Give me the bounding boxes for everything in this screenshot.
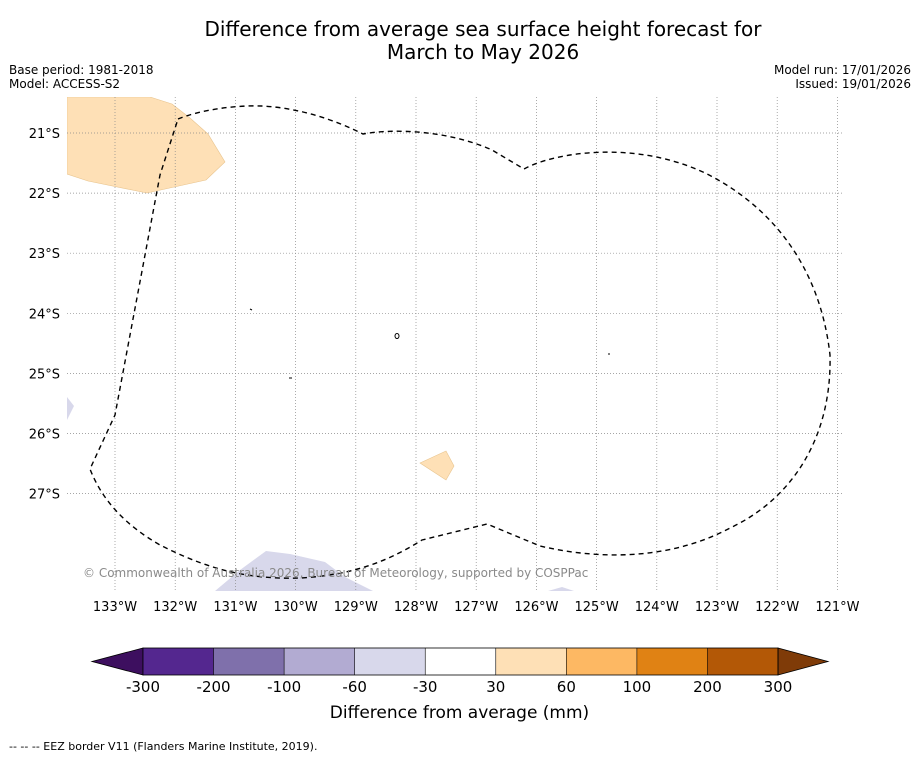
colorbar-segment: [566, 648, 637, 675]
title-line-2: March to May 2026: [386, 40, 580, 64]
colorbar-tick-label: -300: [126, 678, 160, 696]
longitude-tick-label: 129°W: [334, 600, 378, 615]
colorbar-segment: [636, 648, 708, 675]
map-panel: © Commonwealth of Australia 2026, Bureau…: [67, 97, 843, 591]
island-marker: [249, 308, 253, 311]
colorbar-tick-label: -30: [413, 678, 438, 696]
colorbar-tick-label: 30: [486, 678, 505, 696]
gridlines: [67, 97, 843, 591]
latitude-tick-labels: 21°S 22°S 23°S 24°S 25°S 26°S 27°S: [29, 127, 60, 503]
copyright-watermark: © Commonwealth of Australia 2026, Bureau…: [83, 566, 588, 580]
colorbar-segment: [284, 648, 355, 675]
model-run: Model run: 17/01/2026: [773, 63, 911, 77]
colorbar: -300 -200 -100 -60 -30 30 60 100 200 300: [90, 647, 830, 696]
longitude-tick-label: 127°W: [454, 600, 498, 615]
latitude-tick-label: 26°S: [29, 428, 60, 443]
colorbar-tick-label: -200: [197, 678, 231, 696]
longitude-tick-label: 123°W: [695, 600, 739, 615]
longitude-tick-label: 128°W: [394, 600, 438, 615]
colorbar-label: Difference from average (mm): [329, 703, 590, 723]
colorbar-frame: [142, 647, 779, 676]
base-period: Base period: 1981-2018: [9, 63, 154, 77]
longitude-tick-label: 124°W: [635, 600, 679, 615]
colorbar-tick-label: 300: [764, 678, 793, 696]
eez-legend-note: -- -- -- EEZ border V11 (Flanders Marine…: [9, 740, 318, 753]
island-marker: [394, 333, 400, 339]
colorbar-under-arrow: [90, 647, 144, 676]
longitude-tick-label: 121°W: [815, 600, 859, 615]
latitude-tick-label: 25°S: [29, 367, 60, 382]
colorbar-segment: [495, 648, 567, 675]
title-line-1: Difference from average sea surface heig…: [204, 17, 762, 41]
longitude-tick-label: 130°W: [274, 600, 318, 615]
latitude-tick-label: 27°S: [29, 488, 60, 503]
chart-title: Difference from average sea surface heig…: [0, 18, 919, 64]
meta-right: Model run: 17/01/2026 Issued: 19/01/2026: [774, 63, 911, 91]
colorbar-tick-label: 100: [623, 678, 652, 696]
longitude-tick-labels: 133°W 132°W 131°W 130°W 129°W 128°W 127°W 126°W…: [93, 600, 860, 615]
latitude-tick-label: 24°S: [29, 307, 60, 322]
positive-anomaly-patch-center: [419, 450, 455, 481]
longitude-tick-label: 125°W: [575, 600, 619, 615]
colorbar-segment: [354, 648, 426, 675]
latitude-tick-label: 23°S: [29, 247, 60, 262]
colorbar-segment: [213, 648, 285, 675]
colorbar-tick-label: 200: [693, 678, 722, 696]
meta-left: Base period: 1981-2018 Model: ACCESS-S2: [9, 63, 154, 91]
longitude-tick-label: 122°W: [755, 600, 799, 615]
latitude-tick-label: 22°S: [29, 187, 60, 202]
longitude-tick-label: 133°W: [93, 600, 137, 615]
negative-anomaly-patch-south: [215, 551, 373, 591]
colorbar-tick-label: -100: [267, 678, 301, 696]
model-name: Model: ACCESS-S2: [9, 77, 121, 91]
colorbar-over-arrow: [777, 647, 830, 676]
eez-border: [89, 105, 831, 579]
map-figure: © Commonwealth of Australia 2026, Bureau…: [29, 97, 860, 696]
colorbar-segment: [143, 648, 214, 675]
longitude-tick-label: 126°W: [514, 600, 558, 615]
negative-anomaly-patch-south-east: [548, 587, 574, 591]
longitude-tick-label: 131°W: [213, 600, 257, 615]
latitude-tick-label: 21°S: [29, 127, 60, 142]
positive-anomaly-patch-nw: [67, 97, 226, 194]
colorbar-segment: [425, 648, 496, 675]
longitude-tick-label: 132°W: [153, 600, 197, 615]
colorbar-tick-label: 60: [557, 678, 576, 696]
colorbar-segment: [707, 648, 778, 675]
negative-anomaly-patch-west: [67, 397, 74, 420]
issued-date: Issued: 19/01/2026: [795, 77, 911, 91]
colorbar-tick-label: -60: [342, 678, 367, 696]
